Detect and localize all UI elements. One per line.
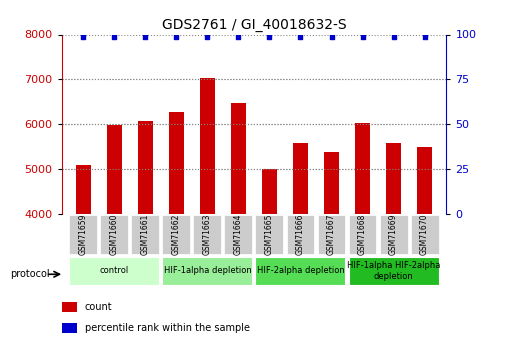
- Bar: [417, 147, 432, 214]
- Text: count: count: [85, 303, 112, 313]
- Text: GSM71663: GSM71663: [203, 214, 212, 255]
- FancyBboxPatch shape: [255, 257, 345, 285]
- Text: GSM71667: GSM71667: [327, 214, 336, 255]
- FancyBboxPatch shape: [410, 215, 439, 255]
- Text: GSM71668: GSM71668: [358, 214, 367, 255]
- FancyBboxPatch shape: [348, 257, 439, 285]
- Text: GSM71670: GSM71670: [420, 214, 429, 255]
- Bar: [62, 302, 77, 313]
- Text: GSM71660: GSM71660: [110, 214, 119, 255]
- Text: HIF-1alpha depletion: HIF-1alpha depletion: [164, 266, 251, 275]
- Point: [172, 34, 181, 40]
- FancyBboxPatch shape: [131, 215, 160, 255]
- Bar: [262, 169, 277, 214]
- Point: [297, 34, 305, 40]
- Text: HIF-2alpha depletion: HIF-2alpha depletion: [256, 266, 344, 275]
- Point: [389, 34, 398, 40]
- Point: [359, 34, 367, 40]
- Point: [327, 34, 336, 40]
- Bar: [355, 123, 370, 214]
- FancyBboxPatch shape: [69, 215, 97, 255]
- Bar: [75, 165, 91, 214]
- Bar: [137, 121, 153, 214]
- FancyBboxPatch shape: [101, 215, 128, 255]
- FancyBboxPatch shape: [255, 215, 283, 255]
- Point: [234, 34, 243, 40]
- Text: GSM71665: GSM71665: [265, 214, 274, 255]
- FancyBboxPatch shape: [163, 257, 252, 285]
- Point: [110, 34, 119, 40]
- Bar: [169, 112, 184, 214]
- Text: GSM71662: GSM71662: [172, 214, 181, 255]
- Text: control: control: [100, 266, 129, 275]
- Point: [421, 34, 429, 40]
- Bar: [231, 103, 246, 214]
- Text: percentile rank within the sample: percentile rank within the sample: [85, 323, 250, 333]
- FancyBboxPatch shape: [69, 257, 160, 285]
- Text: GSM71661: GSM71661: [141, 214, 150, 255]
- Title: GDS2761 / GI_40018632-S: GDS2761 / GI_40018632-S: [162, 18, 346, 32]
- Point: [79, 34, 87, 40]
- Text: GSM71669: GSM71669: [389, 214, 398, 255]
- Bar: [293, 143, 308, 214]
- FancyBboxPatch shape: [318, 215, 345, 255]
- Point: [141, 34, 149, 40]
- Text: GSM71664: GSM71664: [234, 214, 243, 255]
- FancyBboxPatch shape: [193, 215, 221, 255]
- FancyBboxPatch shape: [348, 215, 377, 255]
- Point: [265, 34, 273, 40]
- Text: protocol: protocol: [10, 269, 50, 279]
- Text: GSM71659: GSM71659: [79, 214, 88, 255]
- FancyBboxPatch shape: [287, 215, 314, 255]
- Bar: [386, 143, 401, 214]
- FancyBboxPatch shape: [163, 215, 190, 255]
- Bar: [62, 323, 77, 333]
- FancyBboxPatch shape: [380, 215, 407, 255]
- Text: HIF-1alpha HIF-2alpha
depletion: HIF-1alpha HIF-2alpha depletion: [347, 261, 440, 280]
- Bar: [107, 125, 122, 214]
- Bar: [324, 152, 339, 214]
- Point: [203, 34, 211, 40]
- Text: GSM71666: GSM71666: [296, 214, 305, 255]
- Bar: [200, 78, 215, 214]
- FancyBboxPatch shape: [225, 215, 252, 255]
